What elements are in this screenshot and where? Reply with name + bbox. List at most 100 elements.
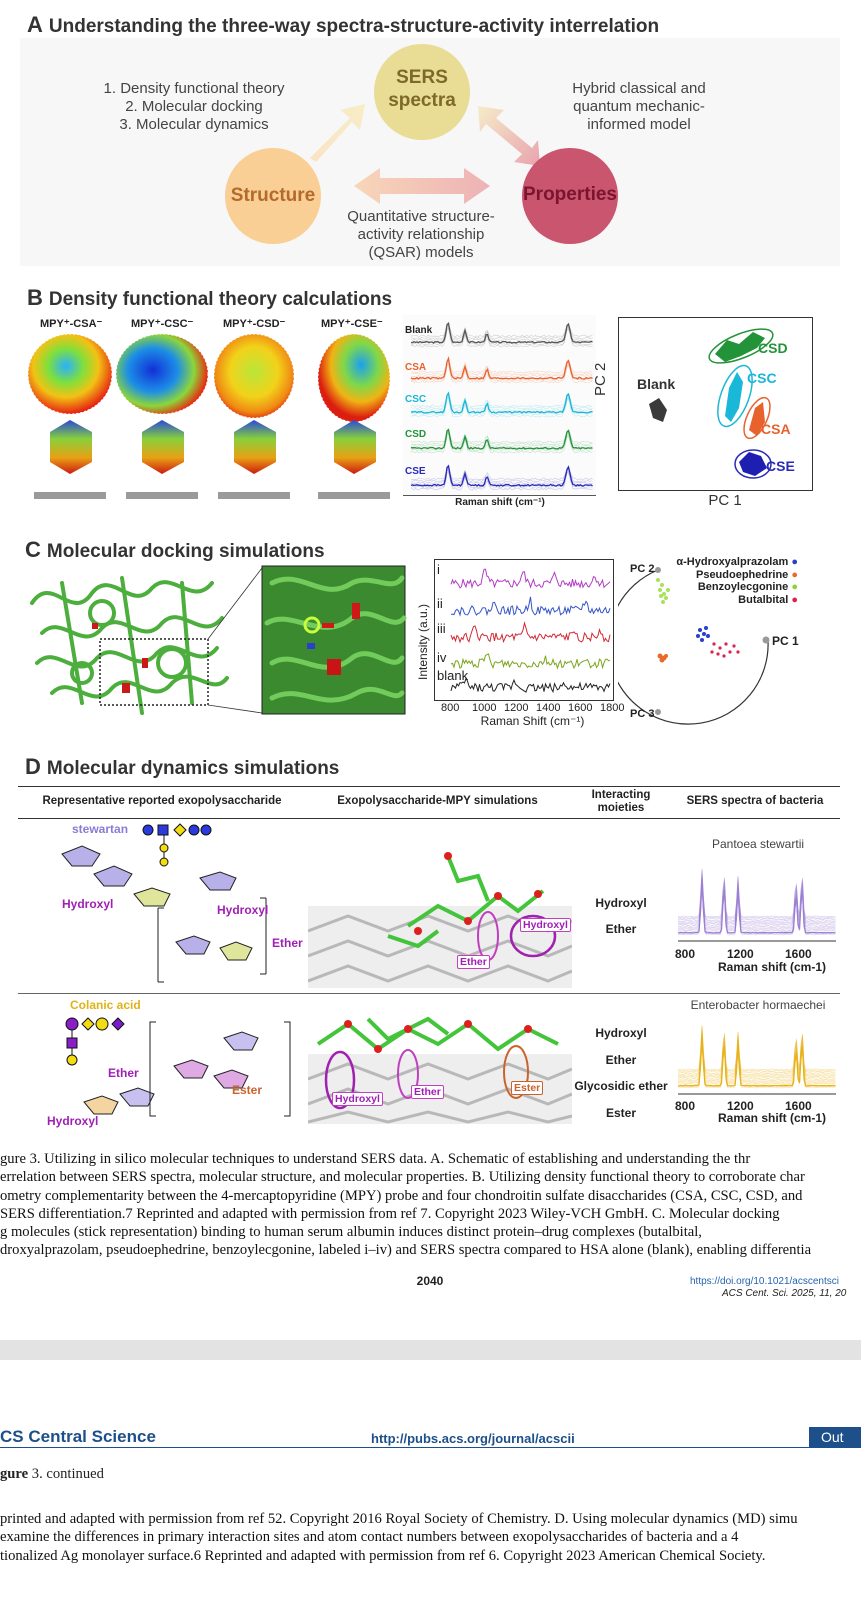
docked-ligand (303, 603, 360, 675)
header-simulations: Exopolysaccharide-MPY simulations (337, 795, 538, 807)
mol-label-csd: MPY⁺-CSD⁻ (223, 318, 286, 330)
pca-group-csc (717, 364, 753, 428)
table-rule-header (18, 818, 840, 819)
panel-c-title-text: Molecular docking simulations (46, 541, 325, 562)
legend-label: α-Hydroxyalprazolam (676, 556, 789, 568)
figure-continued: gure 3. continued (0, 1466, 104, 1483)
hybrid-line2: quantum mechanic- (573, 98, 705, 115)
outline-tab[interactable]: Out (809, 1427, 861, 1447)
caption-line: tionalized Ag monolayer surface.6 Reprin… (0, 1547, 766, 1564)
method-dft: 1. Density functional theory (103, 80, 285, 97)
spectrum-mean (410, 321, 593, 344)
stewartan-label-hydroxyl-2: Hydroxyl (217, 903, 269, 917)
doi-link[interactable]: https://doi.org/10.1021/acscentsci (690, 1276, 839, 1287)
spectrum-replicate (410, 431, 593, 452)
panel-b-title: B Density functional theory calculations (27, 285, 392, 311)
colanic-sim-ester: Ester (511, 1081, 544, 1095)
method-docking: 2. Molecular docking (125, 98, 263, 115)
docking-xtick: 1200 (504, 702, 529, 714)
spectrum-replicate (410, 464, 593, 481)
hybrid-line1: Hybrid classical and (572, 80, 706, 97)
caption-line: printed and adapted with permission from… (0, 1511, 798, 1527)
pca-group-csa (743, 396, 771, 440)
stewartan-symbol (142, 823, 212, 867)
colanic-symbol (65, 1017, 125, 1066)
moiety-item: Ether (605, 1052, 637, 1067)
spectrum-mean (410, 428, 593, 450)
row1-xtick: 800 (675, 947, 696, 961)
legend-item: α-Hydroxyalprazolam ● (660, 556, 798, 569)
stewartan-chain (387, 855, 545, 949)
sers-replicate (678, 870, 836, 920)
moiety-item: Hydroxyl (595, 896, 647, 910)
esp-csd (213, 333, 295, 499)
esp-csa (27, 333, 113, 499)
citation: ACS Cent. Sci. 2025, 11, 20 (722, 1288, 847, 1299)
row1-moieties: Hydroxyl Ether (578, 890, 664, 942)
moiety-item: Ester (605, 1105, 637, 1120)
caption-line: examine the differences in primary inter… (0, 1529, 739, 1546)
sers-replicate (678, 872, 836, 923)
spectrum-replicate (410, 428, 593, 446)
docking-xtick: 1400 (536, 702, 561, 714)
moiety-item: Ether (605, 922, 637, 936)
docking-pca-plot (618, 567, 770, 725)
sers-mean (678, 1036, 836, 1087)
caption-line: errelation between SERS spectra, molecul… (0, 1169, 805, 1186)
spectrum-mean (410, 464, 593, 487)
pca-benzoylecgonine (656, 578, 670, 604)
dft-pca-svg (649, 328, 774, 479)
spectrum-replicate (410, 324, 593, 342)
sers-replicate (678, 873, 836, 924)
dft-pca-plot (618, 317, 813, 491)
esp-cse (317, 333, 391, 499)
colanic-chain (316, 1016, 559, 1052)
spectrum-replicate (411, 394, 593, 412)
sers-circle (374, 44, 470, 140)
colanic-acid-structure (65, 1017, 291, 1117)
stewartan-label-hydroxyl-1: Hydroxyl (62, 897, 114, 911)
journal-url-link[interactable]: http://pubs.acs.org/journal/acscii (371, 1431, 575, 1446)
docking-pca-axis-pc3: PC 3 (630, 708, 655, 720)
trace-label-i: i (437, 562, 440, 577)
spectrum-replicate (410, 470, 593, 491)
spectrum-replicate (410, 361, 593, 382)
protein-ribbon (30, 576, 229, 715)
caption-line: SERS differentiation.7 Reprinted and ada… (0, 1205, 780, 1222)
sers-mean (678, 879, 836, 934)
pca-label-csd: CSD (758, 340, 788, 356)
qsar-line1: Quantitative structure- (347, 208, 495, 225)
methods-list: 1. Density functional theory 2. Molecula… (88, 80, 300, 134)
sers-replicate (678, 871, 836, 921)
panel-b-title-text: Density functional theory calculations (48, 289, 393, 310)
legend-label: Benzoylecgonine (697, 581, 789, 593)
legend-label: Butalbital (738, 593, 789, 606)
panel-d-title: D Molecular dynamics simulations (25, 754, 339, 780)
docking-xtick: 1600 (568, 702, 593, 714)
caption-line: gure 3. Utilizing in silico molecular te… (0, 1151, 751, 1167)
sers-replicate (678, 1029, 836, 1076)
legend-item: Benzoylecgonine ● (660, 581, 798, 594)
colanic-label-hydroxyl: Hydroxyl (47, 1114, 99, 1128)
mol-label-cse: MPY⁺-CSE⁻ (321, 318, 383, 330)
header-rule (0, 1447, 861, 1448)
pca-group-cse (734, 449, 772, 479)
sers-label-line2: spectra (388, 90, 456, 111)
sers-replicate (678, 1030, 836, 1077)
dft-spectra-plot (403, 315, 596, 496)
mol-label-csc: MPY⁺-CSC⁻ (131, 318, 194, 330)
row2-xtick: 1600 (785, 1099, 812, 1113)
stewartan-structure (61, 823, 267, 983)
spectrum-replicate (410, 469, 593, 489)
spectrum-replicate (410, 327, 593, 348)
docking-xlabel: Raman Shift (cm⁻¹) (480, 714, 585, 728)
table-rule-row (18, 993, 840, 994)
sers-label-line1: SERS (396, 67, 448, 88)
mol-label-csa: MPY⁺-CSA⁻ (40, 318, 103, 330)
spectrum-replicate (410, 391, 593, 408)
sers-replicate (678, 868, 836, 918)
docking-pca-axis-pc2: PC 2 (630, 563, 655, 575)
spectrum-replicate (410, 465, 593, 483)
trace-label-ii: ii (437, 596, 443, 611)
spectrum-replicate (410, 393, 593, 410)
